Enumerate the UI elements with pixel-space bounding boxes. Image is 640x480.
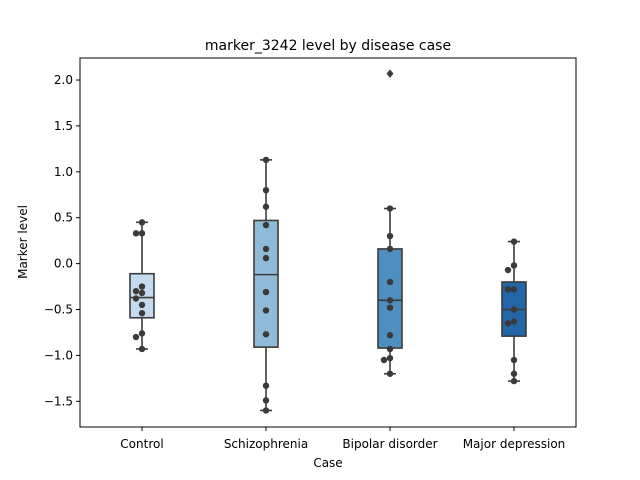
box-group xyxy=(253,159,279,412)
data-point xyxy=(262,186,270,194)
data-point xyxy=(262,288,270,296)
x-tick-label: Bipolar disorder xyxy=(342,437,437,451)
chart-title: marker_3242 level by disease case xyxy=(205,38,451,54)
y-tick-label: 0.5 xyxy=(54,211,73,225)
data-point xyxy=(132,230,140,237)
data-point xyxy=(510,377,518,385)
data-point xyxy=(262,221,270,229)
y-tick-label: 0.0 xyxy=(54,257,73,271)
data-point xyxy=(386,278,394,286)
box xyxy=(253,219,279,348)
data-point xyxy=(386,297,394,304)
point-group xyxy=(504,238,518,385)
data-point xyxy=(262,397,270,404)
flier-marker xyxy=(386,69,394,79)
data-point xyxy=(132,333,140,341)
data-point xyxy=(510,286,518,293)
y-axis: −1.5 −1.0 −0.5 0.0 0.5 1.0 1.5 2.0 xyxy=(44,73,80,408)
box-group xyxy=(377,69,403,375)
data-point xyxy=(132,287,140,295)
x-tick-label: Schizophrenia xyxy=(224,437,308,451)
data-point xyxy=(262,156,270,164)
data-point xyxy=(386,304,394,311)
data-point xyxy=(138,309,146,317)
data-point xyxy=(504,266,512,274)
data-point xyxy=(380,356,388,364)
data-point xyxy=(510,356,518,364)
data-point xyxy=(262,331,270,338)
y-tick-label: 1.0 xyxy=(54,165,73,179)
x-axis-label: Case xyxy=(313,456,342,470)
data-point xyxy=(262,382,270,389)
y-tick-label: −1.5 xyxy=(44,394,73,408)
data-point xyxy=(138,230,146,237)
data-point xyxy=(386,354,394,362)
data-point xyxy=(386,332,394,339)
data-point xyxy=(138,289,146,297)
data-point xyxy=(262,254,270,262)
plot-frame xyxy=(79,57,577,428)
x-tick-label: Major depression xyxy=(463,437,566,451)
y-axis-label: Marker level xyxy=(16,205,30,279)
y-tick-label: 1.5 xyxy=(54,119,73,133)
data-point xyxy=(138,330,146,337)
data-point xyxy=(138,283,146,290)
data-point xyxy=(138,301,146,309)
point-group xyxy=(262,156,270,414)
data-point xyxy=(262,245,270,253)
data-point xyxy=(386,345,394,353)
x-tick-label: Control xyxy=(120,437,163,451)
data-point xyxy=(504,286,512,293)
data-point xyxy=(262,307,270,314)
y-tick-label: 2.0 xyxy=(54,73,73,87)
data-point xyxy=(138,219,146,226)
data-point xyxy=(510,238,518,245)
data-point xyxy=(386,370,394,377)
plot-area xyxy=(129,69,527,414)
data-point xyxy=(262,407,270,414)
data-point xyxy=(386,245,394,253)
y-tick-label: −1.0 xyxy=(44,348,73,362)
data-point xyxy=(262,203,270,210)
data-point xyxy=(510,370,518,377)
data-point xyxy=(510,306,518,313)
point-group xyxy=(380,205,394,377)
x-axis: Control Schizophrenia Bipolar disorder Majo… xyxy=(120,427,565,451)
data-point xyxy=(504,320,512,327)
data-point xyxy=(138,345,146,353)
y-tick-label: −0.5 xyxy=(44,303,73,317)
data-point xyxy=(132,295,140,302)
point-group xyxy=(132,219,146,353)
data-point xyxy=(386,205,394,212)
data-point xyxy=(510,318,518,325)
data-point xyxy=(386,232,394,240)
data-point xyxy=(510,262,518,269)
